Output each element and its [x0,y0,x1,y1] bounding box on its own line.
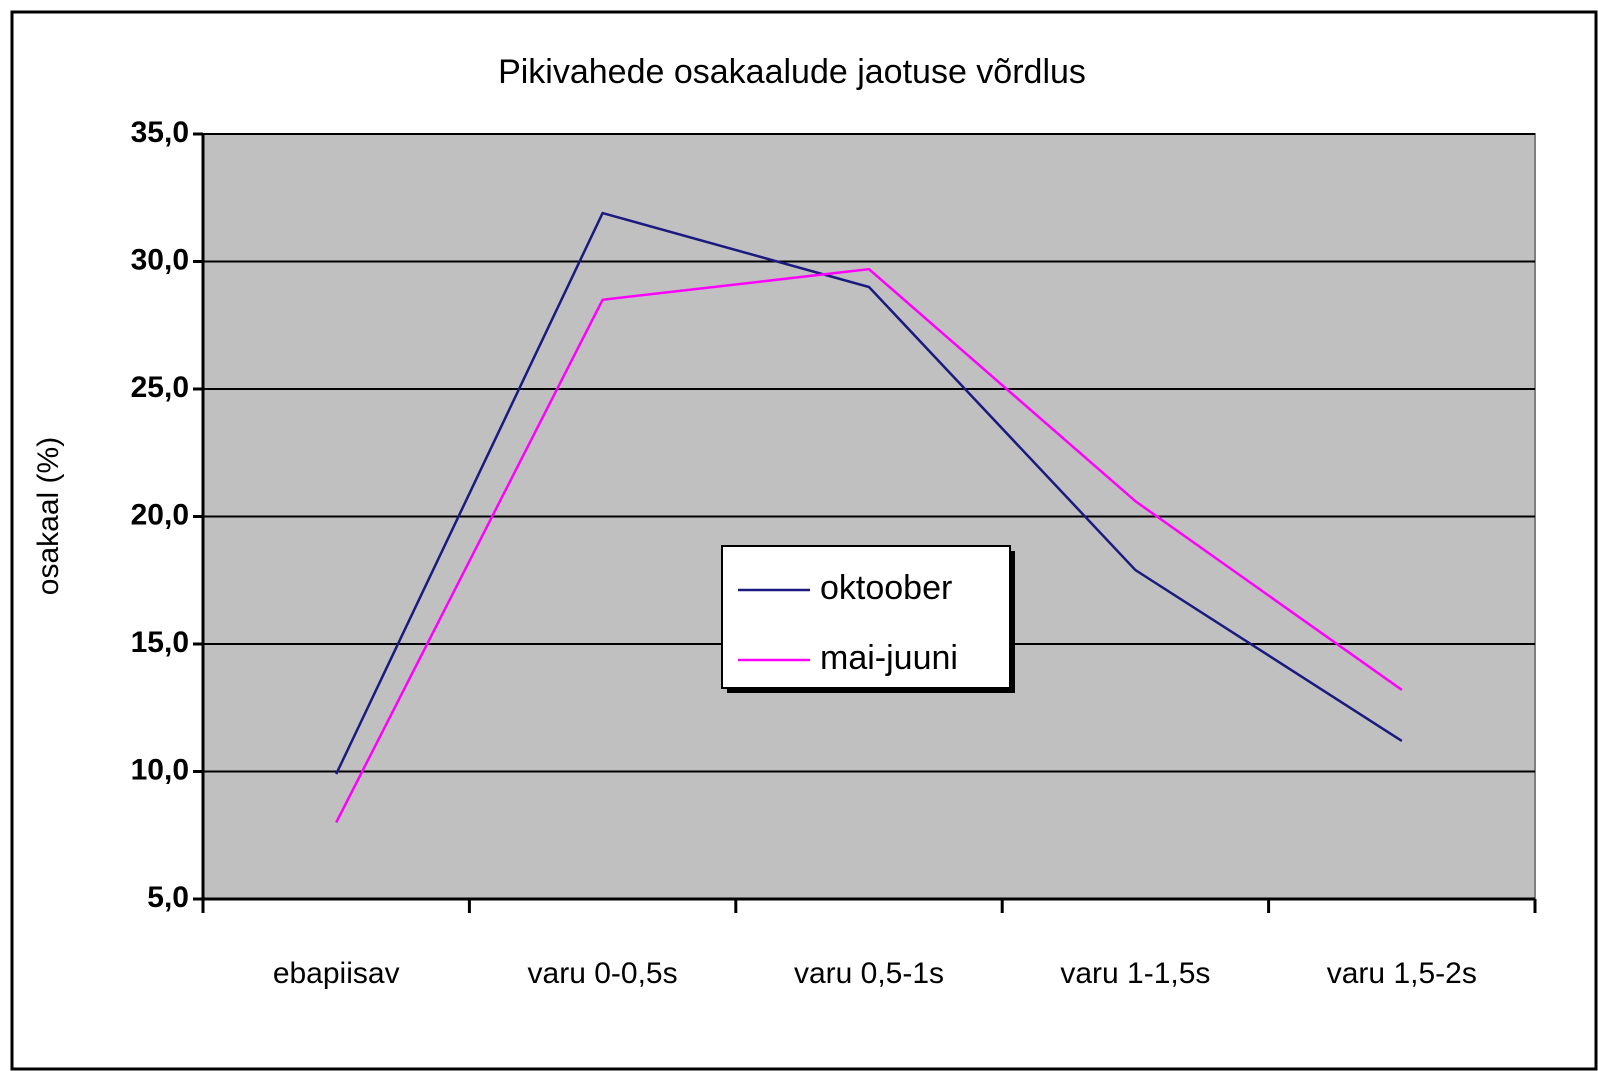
x-tick-label: varu 1-1,5s [1060,957,1210,990]
chart-title: Pikivahede osakaalude jaotuse võrdlus [498,53,1086,91]
series-line [335,267,1403,824]
y-tick-label: 5,0 [147,881,189,914]
series-line [335,211,1403,775]
y-tick-label: 20,0 [131,498,189,531]
x-tick-label: varu 0-0,5s [528,957,678,990]
x-tick-label: varu 1,5-2s [1327,957,1477,990]
y-tick-label: 10,0 [131,753,189,786]
x-tick-label: ebapiisav [273,957,400,990]
y-tick-label: 35,0 [131,116,189,149]
x-tick-label: varu 0,5-1s [794,957,944,990]
y-tick-label: 25,0 [131,371,189,404]
legend-label: mai-juuni [820,639,958,677]
y-axis-label: osakaal (%) [32,437,65,595]
legend [721,545,1011,689]
legend-label: oktoober [820,569,952,607]
y-tick-label: 15,0 [131,626,189,659]
y-tick-label: 30,0 [131,243,189,276]
